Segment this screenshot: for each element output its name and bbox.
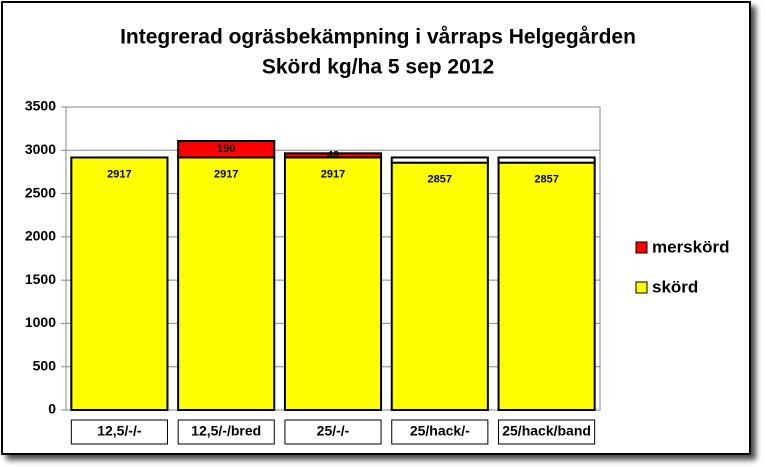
y-tick-label: 1500 (25, 271, 56, 287)
category-box (498, 419, 596, 445)
bar-segment (177, 156, 276, 411)
y-tick-label: 3000 (25, 141, 56, 157)
data-label: 2917 (107, 168, 131, 180)
data-label: 2857 (428, 174, 452, 186)
y-tick-label: 2500 (25, 184, 56, 200)
bar-segment (283, 156, 383, 411)
data-label: 2917 (321, 168, 345, 180)
x-tick-label: 25/hack/- (410, 423, 470, 439)
category-box (70, 419, 168, 445)
y-tick-label: 1000 (25, 314, 56, 330)
y-tick-label: 3500 (25, 98, 56, 114)
bar-segment (497, 156, 596, 164)
legend-label: merskörd (652, 237, 729, 256)
data-label: 48 (327, 149, 339, 161)
y-tick-label: 0 (48, 401, 56, 417)
y-tick-label: 500 (33, 357, 57, 373)
legend-swatch (635, 281, 648, 294)
legend-swatch (635, 241, 648, 254)
bar-segment (497, 161, 596, 411)
x-tick-label: 25/hack/band (502, 423, 591, 439)
bar-segment (283, 152, 383, 159)
chart-subtitle: Skörd kg/ha 5 sep 2012 (262, 56, 494, 79)
x-tick-label: 12,5/-/bred (191, 423, 261, 439)
data-label: 2857 (534, 174, 558, 186)
bar-segment (390, 156, 489, 164)
category-box (391, 419, 489, 445)
chart-title: Integrerad ogräsbekämpning i vårraps Hel… (120, 26, 636, 49)
x-tick-label: 12,5/-/- (97, 423, 142, 439)
y-tick-label: 2000 (25, 228, 56, 244)
category-box (284, 419, 382, 445)
bar-segment (177, 140, 276, 159)
category-box (177, 419, 275, 445)
legend-label: skörd (652, 277, 698, 296)
x-tick-label: 25/-/- (317, 423, 350, 439)
bar-segment (70, 156, 169, 411)
data-label: 2917 (214, 168, 238, 180)
data-label: 190 (217, 143, 235, 155)
bar-segment (390, 161, 489, 411)
